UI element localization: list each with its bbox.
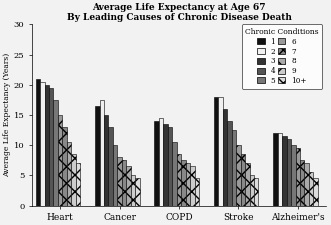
Bar	[296, 148, 300, 206]
Bar	[214, 97, 218, 206]
Bar	[49, 88, 54, 206]
Bar	[126, 166, 131, 206]
Y-axis label: Average Life Expectancy (Years): Average Life Expectancy (Years)	[3, 53, 11, 177]
Bar	[54, 100, 58, 206]
Title: Average Life Expectancy at Age 67
By Leading Causes of Chronic Disease Death: Average Life Expectancy at Age 67 By Lea…	[67, 3, 291, 22]
Bar	[313, 178, 318, 206]
Bar	[71, 154, 76, 206]
Bar	[305, 163, 309, 206]
Bar	[254, 178, 259, 206]
Bar	[62, 127, 67, 206]
Bar	[309, 172, 313, 206]
Bar	[131, 175, 135, 206]
Bar	[287, 139, 291, 206]
Bar	[273, 133, 278, 206]
Bar	[95, 106, 100, 206]
Bar	[67, 142, 71, 206]
Bar	[58, 115, 62, 206]
Bar	[155, 121, 159, 206]
Bar	[236, 145, 241, 206]
Bar	[291, 145, 296, 206]
Bar	[113, 145, 118, 206]
Bar	[45, 85, 49, 206]
Bar	[177, 154, 181, 206]
Bar	[278, 133, 282, 206]
Bar	[218, 97, 223, 206]
Bar	[135, 178, 140, 206]
Bar	[168, 127, 172, 206]
Bar	[227, 121, 232, 206]
Bar	[300, 160, 305, 206]
Bar	[159, 118, 164, 206]
Bar	[250, 175, 254, 206]
Bar	[245, 163, 250, 206]
Bar	[118, 157, 122, 206]
Bar	[40, 82, 45, 206]
Bar	[282, 136, 287, 206]
Bar	[76, 163, 80, 206]
Bar	[223, 109, 227, 206]
Bar	[232, 130, 236, 206]
Bar	[172, 142, 177, 206]
Bar	[36, 79, 40, 206]
Bar	[195, 178, 199, 206]
Bar	[164, 124, 168, 206]
Bar	[186, 163, 190, 206]
Bar	[104, 115, 109, 206]
Legend: 1, 2, 3, 4, 5, 6, 7, 8, 9, 10+: 1, 2, 3, 4, 5, 6, 7, 8, 9, 10+	[242, 24, 322, 89]
Bar	[241, 154, 245, 206]
Bar	[100, 100, 104, 206]
Bar	[181, 160, 186, 206]
Bar	[109, 127, 113, 206]
Bar	[190, 166, 195, 206]
Bar	[122, 160, 126, 206]
